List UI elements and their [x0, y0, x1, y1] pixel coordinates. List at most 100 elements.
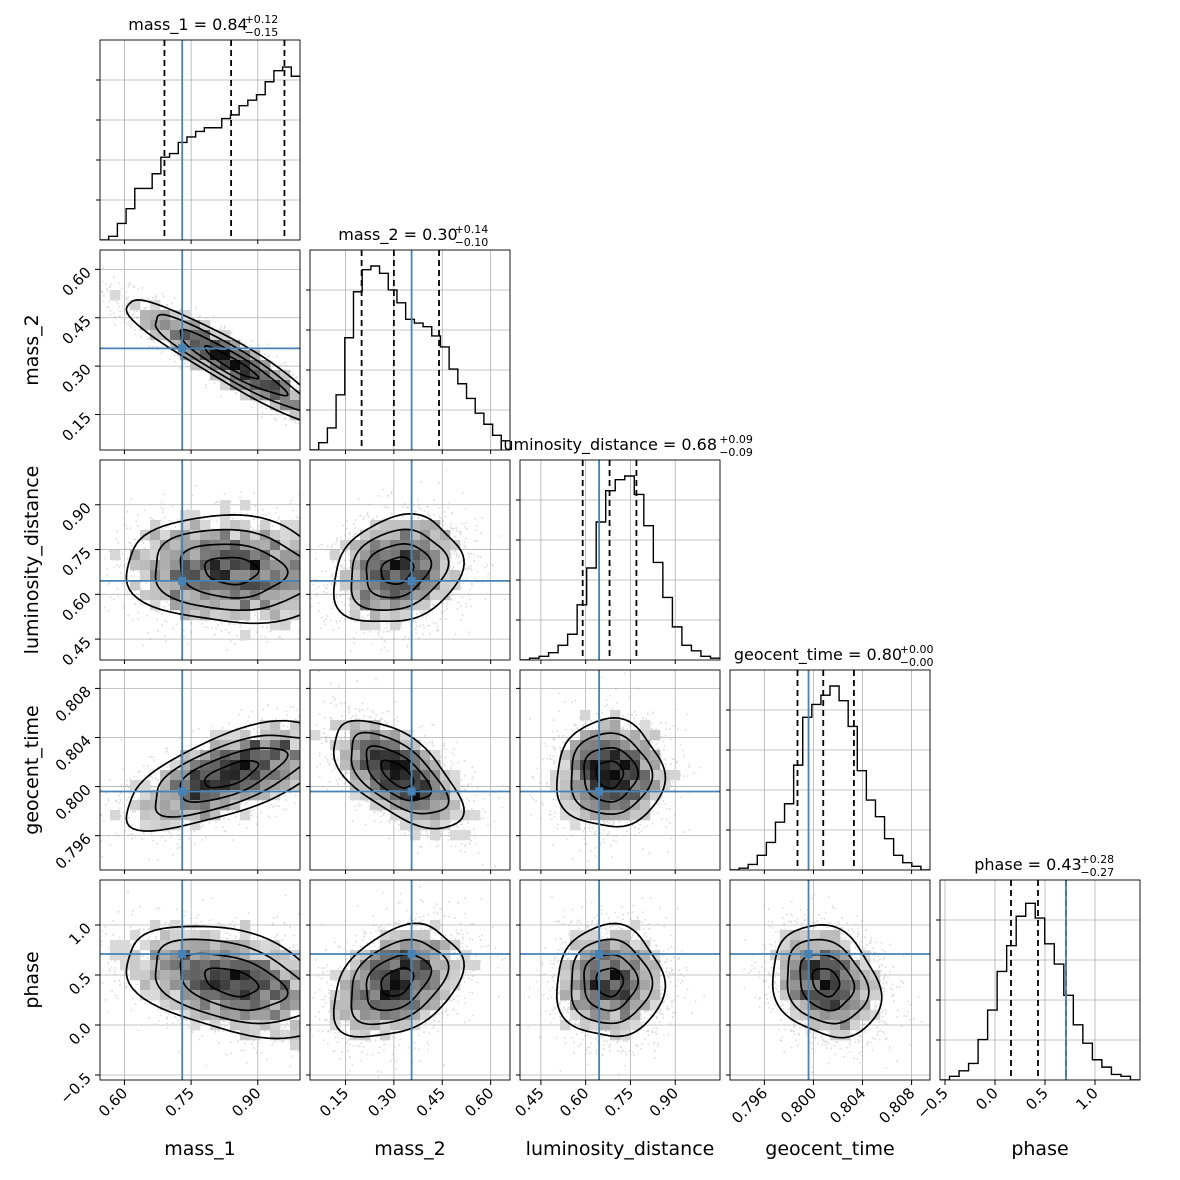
density-bin: [400, 790, 411, 801]
density-bin: [290, 590, 300, 601]
density-bin: [160, 330, 171, 341]
density-bin: [230, 990, 241, 1001]
density-bin: [160, 820, 171, 831]
density-bin: [840, 1010, 851, 1021]
density-bin: [270, 560, 281, 571]
density-bin: [290, 960, 300, 971]
density-bin: [410, 830, 421, 841]
density-bin: [260, 1020, 271, 1031]
density-bin: [410, 600, 421, 611]
density-bin: [350, 590, 361, 601]
density-bin: [450, 940, 461, 951]
density-bin: [150, 990, 161, 1001]
density-bin: [180, 330, 191, 341]
contour-0: [203, 967, 260, 998]
density-bin: [820, 1000, 831, 1011]
density-bin: [430, 580, 441, 591]
density-bin: [390, 1000, 401, 1011]
density-bin: [380, 550, 391, 561]
density-bin: [370, 730, 381, 741]
contour-3: [332, 719, 465, 830]
density-bin: [290, 540, 300, 551]
density-bin: [230, 740, 241, 751]
contour-3: [555, 922, 667, 1038]
contour-2: [350, 731, 450, 815]
density-bin: [620, 750, 631, 761]
density-bin: [420, 770, 431, 781]
density-bin: [160, 790, 171, 801]
density-bin: [560, 990, 571, 1001]
density-bin: [280, 580, 291, 591]
density-bin: [610, 730, 621, 741]
density-bin: [640, 750, 651, 761]
density-bin: [230, 340, 241, 351]
ytick-label-phase: −0.5: [56, 1069, 94, 1107]
density-bin: [240, 530, 251, 541]
density-bin: [390, 600, 401, 611]
density-bin: [620, 740, 631, 751]
density-bin: [370, 1000, 381, 1011]
density-bin: [280, 590, 291, 601]
density-bin: [380, 800, 391, 811]
xtick-label-mass_1: 0.60: [95, 1084, 131, 1120]
density-bin: [210, 1000, 221, 1011]
density-bin: [400, 980, 411, 991]
density-bin: [190, 580, 201, 591]
density-bin: [560, 770, 571, 781]
density-bin: [280, 970, 291, 981]
density-bin: [150, 580, 161, 591]
density-bin: [800, 1010, 811, 1021]
density-bin: [180, 590, 191, 601]
density-bin: [260, 760, 271, 771]
density-bin: [240, 750, 251, 761]
density-bin: [380, 540, 391, 551]
xtick-label-geocent_time: 0.796: [728, 1084, 771, 1127]
density-bin: [390, 570, 401, 581]
density-bin: [800, 930, 811, 941]
density-bin: [380, 1030, 391, 1041]
density-bin: [180, 350, 191, 361]
density-bin: [130, 800, 141, 811]
density-bin: [140, 800, 151, 811]
density-bin: [250, 350, 261, 361]
density-bin: [860, 950, 871, 961]
density-bin: [240, 980, 251, 991]
density-bin: [400, 1010, 411, 1021]
density-bin: [570, 770, 581, 781]
density-bin: [650, 990, 661, 1001]
density-bin: [340, 1010, 351, 1021]
density-bin: [370, 790, 381, 801]
title-mass_1: mass_1 = 0.84: [128, 15, 247, 35]
title-lower-mass_2: −0.10: [455, 236, 489, 249]
density-bin: [210, 800, 221, 811]
density-bin: [410, 570, 421, 581]
density-bin: [150, 940, 161, 951]
density-bin: [610, 1010, 621, 1021]
density-bin: [790, 930, 801, 941]
density-bin: [270, 1020, 281, 1031]
density-bin: [390, 970, 401, 981]
density-bin: [370, 980, 381, 991]
density-bin: [600, 780, 611, 791]
density-bin: [220, 590, 231, 601]
density-bin: [590, 1020, 601, 1031]
density-bin: [370, 780, 381, 791]
density-bin: [440, 790, 451, 801]
density-bin: [200, 1000, 211, 1011]
density-bin: [820, 970, 831, 981]
density-bin: [220, 800, 231, 811]
density-bin: [370, 540, 381, 551]
panel-frame: [729, 879, 931, 1081]
density-bin: [450, 800, 461, 811]
density-bin: [410, 740, 421, 751]
density-bin: [290, 730, 300, 741]
density-bin: [600, 810, 611, 821]
density-bin: [550, 780, 561, 791]
contour-1: [179, 543, 289, 599]
density-bin: [340, 990, 351, 1001]
truth-marker: [407, 576, 416, 585]
ytick-label-mass_2: 0.30: [58, 360, 94, 396]
density-bin: [440, 940, 451, 951]
density-bin: [650, 780, 661, 791]
density-bin: [240, 590, 251, 601]
